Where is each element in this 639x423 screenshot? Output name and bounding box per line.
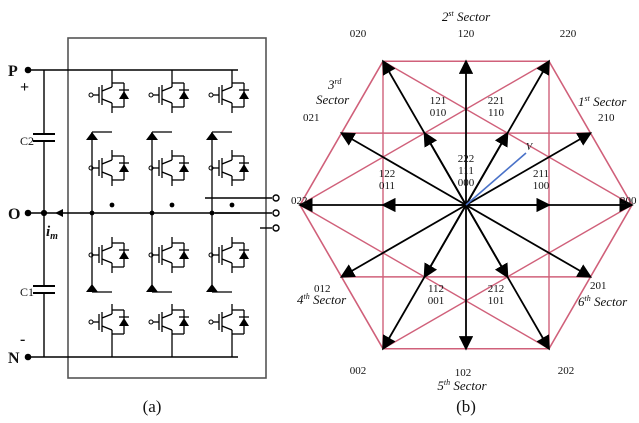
igbt-switch-4 [88, 304, 129, 340]
vec-010: 010 [430, 107, 447, 119]
vec-202: 202 [558, 365, 575, 377]
space-vector-arrow [339, 204, 467, 278]
space-vector-arrows [298, 59, 634, 351]
sector-3-label-line2: Sector [316, 92, 350, 107]
space-vector-arrow [423, 204, 467, 279]
vec-122: 122 [379, 168, 396, 180]
sector-4-label: 4th Sector [297, 292, 347, 307]
sector-3-label-line1: 3rd [327, 77, 342, 92]
igbt-switch-6 [148, 150, 189, 186]
clamp-diode-top [146, 132, 158, 140]
vec-110: 110 [488, 107, 505, 119]
igbt-switch-5 [148, 77, 189, 113]
vec-221: 221 [488, 95, 505, 107]
caption-b: (b) [456, 397, 476, 416]
vec-020: 020 [350, 28, 367, 40]
vec-121: 121 [430, 95, 447, 107]
space-vector-arrow [465, 132, 593, 206]
vec-001: 001 [428, 295, 445, 307]
vec-211: 211 [533, 168, 549, 180]
space-vector-arrow [423, 131, 467, 206]
vec-222: 222 [458, 153, 475, 165]
igbt-switch-11 [208, 237, 249, 273]
vec-002: 002 [350, 365, 367, 377]
vec-011: 011 [379, 180, 395, 192]
npc-inverter-circuit [24, 37, 280, 379]
sector-6-label: 6th Sector [578, 294, 628, 309]
vec-000: 000 [458, 177, 475, 189]
vec-200: 200 [620, 195, 637, 207]
current-arrow [55, 209, 63, 217]
igbt-switch-12 [208, 304, 249, 340]
terminal-n-label: N [8, 350, 20, 367]
vec-100: 100 [533, 180, 550, 192]
clamp-diode-bottom [146, 284, 158, 292]
sector-1-label: 1st Sector [578, 94, 627, 109]
inverter-legs [86, 70, 249, 357]
igbt-switch-1 [88, 77, 129, 113]
clamp-diode-top [86, 132, 98, 140]
clamp-diode-bottom [86, 284, 98, 292]
plus-sign: + [20, 79, 29, 96]
clamp-diode-bottom [206, 284, 218, 292]
vec-021: 021 [303, 112, 320, 124]
current-label: im [46, 224, 58, 242]
vec-210: 210 [598, 112, 615, 124]
vec-102: 102 [455, 367, 472, 379]
space-vector-arrow [465, 204, 509, 279]
terminal-p-label: P [8, 63, 18, 80]
sector-2-label: 2st Sector [442, 9, 491, 24]
space-vector-arrow [465, 204, 593, 278]
igbt-switch-3 [88, 237, 129, 273]
clamp-diode-top [206, 132, 218, 140]
inverter-enclosure [67, 37, 267, 379]
minus-sign: - [20, 331, 25, 348]
vec-120: 120 [458, 28, 475, 40]
igbt-switch-9 [208, 77, 249, 113]
igbt-switch-10 [208, 150, 249, 186]
igbt-switch-8 [148, 304, 189, 340]
capacitor-c2-label: C2 [20, 134, 34, 148]
vec-111: 111 [458, 165, 474, 177]
caption-a: (a) [143, 397, 162, 416]
space-vector-arrow [339, 132, 467, 206]
vec-220: 220 [560, 28, 577, 40]
vec-112: 112 [428, 283, 444, 295]
reference-vector-label: V [526, 142, 534, 153]
vec-212: 212 [488, 283, 505, 295]
reference-vector [465, 152, 527, 206]
vec-012: 012 [314, 283, 331, 295]
vec-201: 201 [590, 280, 607, 292]
igbt-switch-2 [88, 150, 129, 186]
igbt-switch-7 [148, 237, 189, 273]
vec-022: 022 [291, 195, 308, 207]
vec-101: 101 [488, 295, 505, 307]
terminal-o-label: O [8, 206, 20, 223]
capacitor-c1-label: C1 [20, 285, 34, 299]
sector-5-label: 5th Sector [437, 378, 487, 393]
vector-labels: 120 220 020 021 210 022 200 012 201 002 … [291, 28, 637, 379]
space-vector-arrow [465, 131, 509, 206]
